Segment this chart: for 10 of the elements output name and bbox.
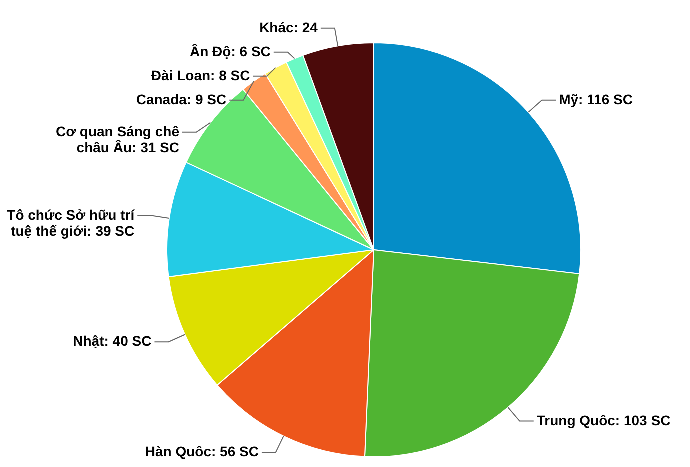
slice-label: Khác: 24 (260, 19, 318, 36)
slice-label: Hàn Quôc: 56 SC (145, 444, 259, 460)
slice-label: Cơ quan Sáng chê châu Âu: 31 SC (56, 123, 180, 156)
slice-label: Đài Loan: 8 SC (151, 67, 250, 84)
slice-label: Canada: 9 SC (136, 91, 227, 108)
slice-label: Tô chức Sở hữu trí tuệ thế giới: 39 SC (7, 206, 136, 239)
slice-label: Trung Quôc: 103 SC (536, 412, 671, 428)
slice-label: Nhật: 40 SC (73, 333, 152, 350)
slice-label: Mỹ: 116 SC (559, 91, 634, 108)
slice-label: Ân Độ: 6 SC (190, 43, 271, 60)
